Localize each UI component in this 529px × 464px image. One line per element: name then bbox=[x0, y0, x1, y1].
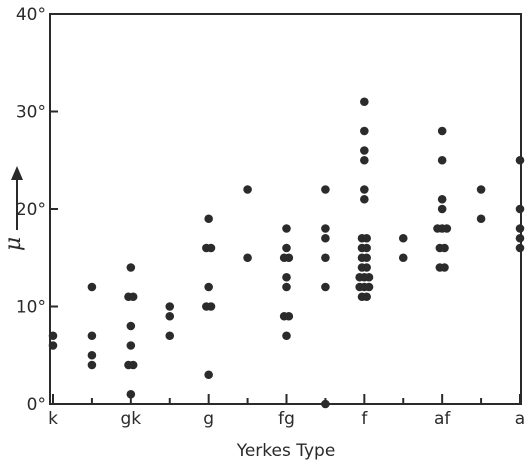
x-tick-label: g bbox=[203, 409, 214, 429]
data-point bbox=[362, 292, 371, 302]
data-point bbox=[165, 331, 175, 341]
data-point bbox=[362, 233, 371, 243]
data-point bbox=[284, 311, 294, 321]
data-point bbox=[165, 302, 175, 311]
data-point bbox=[126, 389, 136, 399]
data-point bbox=[476, 185, 486, 194]
data-point bbox=[398, 233, 408, 243]
data-point bbox=[204, 214, 213, 224]
x-tick-label: gk bbox=[121, 409, 142, 429]
data-point bbox=[87, 331, 97, 341]
data-point bbox=[515, 224, 525, 233]
data-point bbox=[476, 214, 486, 224]
x-axis: k gk g fg f af a bbox=[48, 394, 525, 429]
x-tick-label: a bbox=[515, 409, 525, 429]
data-point bbox=[204, 282, 213, 292]
data-point bbox=[437, 126, 447, 136]
data-point bbox=[204, 370, 213, 380]
data-point bbox=[48, 341, 58, 350]
data-point bbox=[364, 282, 374, 292]
y-axis-label: μ bbox=[1, 166, 26, 251]
data-point bbox=[243, 253, 252, 263]
y-tick-label: 0° bbox=[27, 395, 46, 415]
x-axis-title: Yerkes Type bbox=[236, 441, 336, 461]
data-point bbox=[360, 194, 369, 204]
data-point bbox=[364, 272, 374, 282]
data-point bbox=[515, 155, 525, 165]
data-point bbox=[437, 204, 447, 214]
y-tick-label: 20° bbox=[16, 200, 46, 220]
data-point bbox=[206, 302, 216, 311]
data-point bbox=[243, 185, 252, 194]
data-point bbox=[360, 155, 369, 165]
y-axis: 0° 10° 20° 30° 40° bbox=[16, 5, 58, 415]
data-point bbox=[126, 341, 136, 350]
plot-frame bbox=[49, 13, 522, 405]
data-point bbox=[282, 272, 291, 282]
x-tick-label: f bbox=[361, 409, 368, 429]
y-tick-label: 30° bbox=[16, 103, 46, 123]
data-point bbox=[165, 311, 175, 321]
data-point bbox=[362, 253, 371, 263]
y-tick-label: 10° bbox=[16, 298, 46, 318]
data-point bbox=[362, 263, 371, 272]
data-point bbox=[48, 331, 58, 341]
data-point bbox=[515, 233, 525, 243]
data-points bbox=[48, 97, 525, 409]
x-tick-label: k bbox=[48, 409, 58, 429]
data-point bbox=[128, 292, 138, 302]
data-point bbox=[362, 243, 371, 253]
data-point bbox=[515, 243, 525, 253]
data-point bbox=[126, 321, 136, 331]
x-tick-label: fg bbox=[278, 409, 295, 429]
y-axis-arrow-head bbox=[11, 166, 23, 180]
data-point bbox=[87, 360, 97, 370]
data-point bbox=[206, 243, 216, 253]
data-point bbox=[282, 331, 291, 341]
data-point bbox=[128, 360, 138, 370]
data-point bbox=[321, 282, 330, 292]
data-point bbox=[87, 350, 97, 360]
data-point bbox=[321, 185, 330, 194]
data-point bbox=[284, 253, 294, 263]
data-point bbox=[360, 185, 369, 194]
x-tick-label: af bbox=[434, 409, 451, 429]
data-point bbox=[398, 253, 408, 263]
data-point bbox=[126, 263, 136, 272]
data-point bbox=[87, 282, 97, 292]
data-point bbox=[360, 126, 369, 136]
data-point bbox=[440, 263, 449, 272]
data-point bbox=[282, 243, 291, 253]
data-point bbox=[360, 97, 369, 107]
data-point bbox=[442, 224, 452, 233]
data-point bbox=[437, 194, 447, 204]
data-point bbox=[360, 146, 369, 155]
y-axis-title: μ bbox=[1, 237, 26, 251]
data-point bbox=[321, 253, 330, 263]
data-point bbox=[321, 233, 330, 243]
data-point bbox=[282, 282, 291, 292]
y-tick-label: 40° bbox=[16, 5, 46, 25]
data-point bbox=[440, 243, 449, 253]
data-point bbox=[321, 399, 330, 409]
data-point bbox=[515, 204, 525, 214]
data-point bbox=[437, 155, 447, 165]
data-point bbox=[282, 224, 291, 233]
data-point bbox=[321, 224, 330, 233]
